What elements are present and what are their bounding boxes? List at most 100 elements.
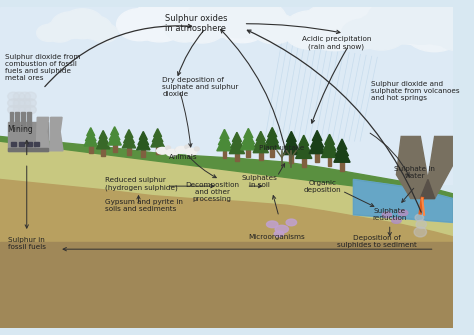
Ellipse shape (8, 92, 19, 100)
Ellipse shape (164, 14, 204, 42)
Polygon shape (0, 180, 453, 328)
Text: Organic
deposition: Organic deposition (304, 180, 342, 193)
Text: Sulphur dioxide and
sulphate from volcanoes
and hot springs: Sulphur dioxide and sulphate from volcan… (371, 81, 459, 100)
Ellipse shape (338, 0, 435, 43)
Polygon shape (99, 131, 107, 139)
Bar (328, 157, 331, 166)
Ellipse shape (415, 214, 424, 221)
Polygon shape (310, 134, 324, 147)
Polygon shape (108, 132, 121, 145)
Ellipse shape (131, 2, 188, 42)
Polygon shape (334, 146, 350, 162)
Text: Animals: Animals (169, 154, 198, 160)
Bar (302, 158, 306, 167)
Polygon shape (109, 130, 120, 140)
Ellipse shape (188, 0, 250, 38)
Polygon shape (152, 132, 163, 142)
Text: Gypsum and pyrite in
soils and sediments: Gypsum and pyrite in soils and sediments (105, 199, 183, 212)
Polygon shape (125, 130, 133, 138)
Bar (27, 112, 30, 129)
Polygon shape (253, 138, 268, 153)
Bar (340, 162, 344, 171)
Bar (259, 153, 263, 160)
Ellipse shape (392, 218, 401, 223)
Polygon shape (87, 128, 95, 136)
Polygon shape (242, 132, 255, 144)
Ellipse shape (266, 221, 278, 228)
Polygon shape (321, 141, 337, 157)
Ellipse shape (301, 3, 369, 51)
Bar (246, 150, 250, 157)
Ellipse shape (166, 146, 171, 150)
Polygon shape (354, 180, 453, 222)
Polygon shape (217, 136, 232, 151)
Bar (11, 142, 16, 146)
Ellipse shape (163, 0, 243, 36)
Polygon shape (323, 138, 336, 151)
Polygon shape (154, 129, 162, 137)
Ellipse shape (90, 23, 118, 43)
Text: Sulphates
in soil: Sulphates in soil (242, 175, 278, 188)
Ellipse shape (413, 4, 472, 45)
Polygon shape (231, 136, 243, 148)
Ellipse shape (61, 9, 104, 39)
Bar (101, 149, 105, 155)
Text: Dry deposition of
sulphate and sulphur
dioxide: Dry deposition of sulphate and sulphur d… (163, 77, 239, 97)
Polygon shape (137, 137, 150, 150)
Ellipse shape (13, 92, 25, 100)
Ellipse shape (194, 0, 257, 37)
Text: Reduced sulphur
(hydrogen sulphide): Reduced sulphur (hydrogen sulphide) (105, 178, 178, 191)
Polygon shape (151, 134, 164, 147)
Polygon shape (50, 117, 63, 151)
Ellipse shape (175, 148, 180, 152)
Ellipse shape (117, 9, 163, 41)
Bar (8, 122, 48, 151)
Ellipse shape (232, 0, 286, 39)
Polygon shape (325, 134, 335, 144)
Polygon shape (309, 137, 325, 154)
Ellipse shape (382, 212, 392, 218)
Polygon shape (268, 128, 277, 137)
Polygon shape (98, 134, 109, 144)
Ellipse shape (144, 0, 215, 36)
Ellipse shape (252, 12, 296, 44)
Ellipse shape (204, 0, 274, 38)
Ellipse shape (19, 99, 30, 107)
Ellipse shape (194, 147, 199, 151)
Bar (315, 154, 319, 162)
Bar (141, 150, 145, 156)
Ellipse shape (366, 0, 434, 44)
Ellipse shape (275, 225, 289, 233)
Ellipse shape (177, 8, 227, 43)
Ellipse shape (398, 210, 408, 216)
Bar (89, 146, 92, 153)
Polygon shape (229, 139, 245, 154)
Ellipse shape (185, 148, 197, 155)
Ellipse shape (51, 12, 90, 39)
Text: Sulphur in
fossil fuels: Sulphur in fossil fuels (8, 237, 46, 250)
Text: Decomposition
and other
processing: Decomposition and other processing (185, 182, 239, 202)
Ellipse shape (217, 7, 268, 43)
Polygon shape (337, 139, 347, 149)
Ellipse shape (19, 92, 30, 100)
Ellipse shape (283, 11, 338, 49)
Polygon shape (420, 180, 435, 199)
Bar (27, 142, 32, 146)
Bar (270, 149, 274, 156)
Ellipse shape (176, 146, 187, 153)
Text: Plant uptake: Plant uptake (259, 145, 304, 151)
Bar (15, 112, 19, 129)
Polygon shape (256, 131, 265, 141)
Polygon shape (244, 128, 253, 138)
Text: Acidic precipitation
(rain and snow): Acidic precipitation (rain and snow) (301, 36, 371, 50)
Ellipse shape (414, 227, 427, 237)
Polygon shape (110, 127, 118, 135)
Polygon shape (122, 135, 136, 148)
Ellipse shape (45, 21, 75, 42)
Ellipse shape (274, 231, 284, 237)
Ellipse shape (25, 106, 36, 114)
Ellipse shape (13, 99, 25, 107)
Bar (235, 154, 239, 161)
Ellipse shape (8, 99, 19, 107)
Polygon shape (36, 117, 50, 151)
